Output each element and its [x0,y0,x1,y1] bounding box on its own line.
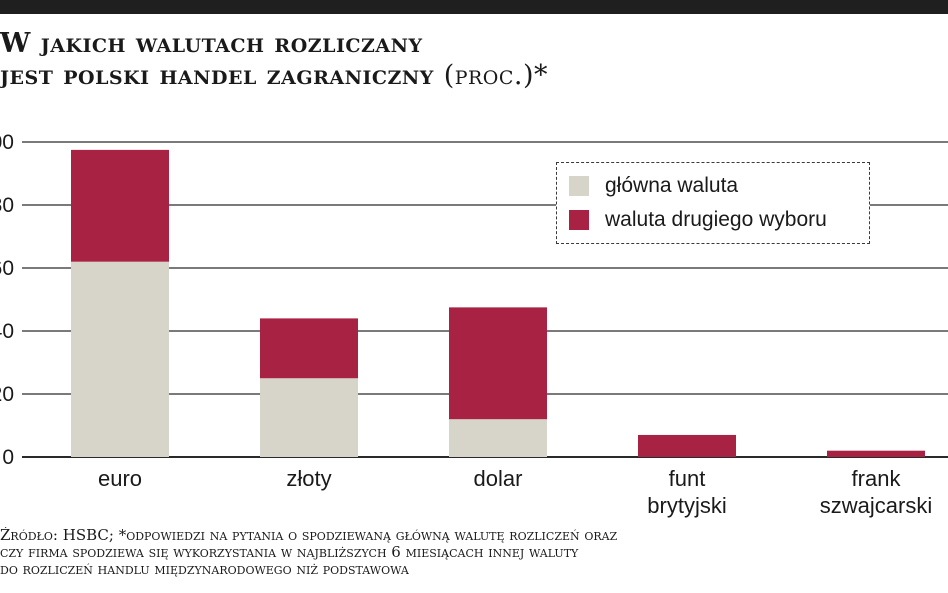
chart-title-line1: W jakich walutach rozliczany [0,28,423,59]
y-tick-label: 0 [2,446,14,469]
footer-line-3: do rozliczeń handlu międzynarodowego niż… [0,560,409,578]
chart-title-unit: (proc.)* [443,60,549,91]
x-tick-label: brytyjski [647,493,726,518]
legend-swatch-primary [569,176,589,196]
legend-item-secondary: waluta drugiego wyboru [569,207,827,233]
bar-segment-secondary [827,450,925,457]
bar-segment-secondary [449,307,547,420]
bar-segment-primary [449,419,547,457]
legend-swatch-secondary [569,210,589,230]
y-tick-label: 80 [0,194,14,217]
legend-label-secondary: waluta drugiego wyboru [605,208,827,231]
footer-line-2: czy firma spodziewa się wykorzystania w … [0,543,579,561]
legend-item-primary: główna waluta [569,173,738,199]
x-tick-label: dolar [474,466,523,491]
x-tick-label: euro [98,466,142,491]
top-bar [0,0,948,14]
bar-segment-secondary [260,318,358,379]
legend-label-primary: główna waluta [605,174,739,197]
x-tick-label: szwajcarski [820,493,932,518]
chart-title-line2-text: jest polski handel zagraniczny [0,60,434,91]
chart-title-line2: jest polski handel zagraniczny (proc.)* [0,60,940,92]
y-tick-label: 20 [0,383,14,406]
bar-segment-primary [260,378,358,457]
bar-segment-secondary [71,149,169,262]
y-tick-label: 40 [0,320,14,343]
bar-segment-primary [71,261,169,457]
x-tick-label: funt [669,466,706,491]
x-tick-label: frank [852,466,902,491]
bar-segment-secondary [638,434,736,457]
y-tick-label: 60 [0,257,14,280]
chart-legend: główna waluta waluta drugiego wyboru [556,162,870,244]
x-tick-label: złoty [286,466,331,491]
footer-line-1: Źródło: HSBC; *odpowiedzi na pytania o s… [0,527,618,544]
y-tick-label: 100 [0,131,14,154]
chart-title: W jakich walutach rozliczany jest polski… [0,28,940,92]
chart-footer: Źródło: HSBC; *odpowiedzi na pytania o s… [0,527,940,578]
